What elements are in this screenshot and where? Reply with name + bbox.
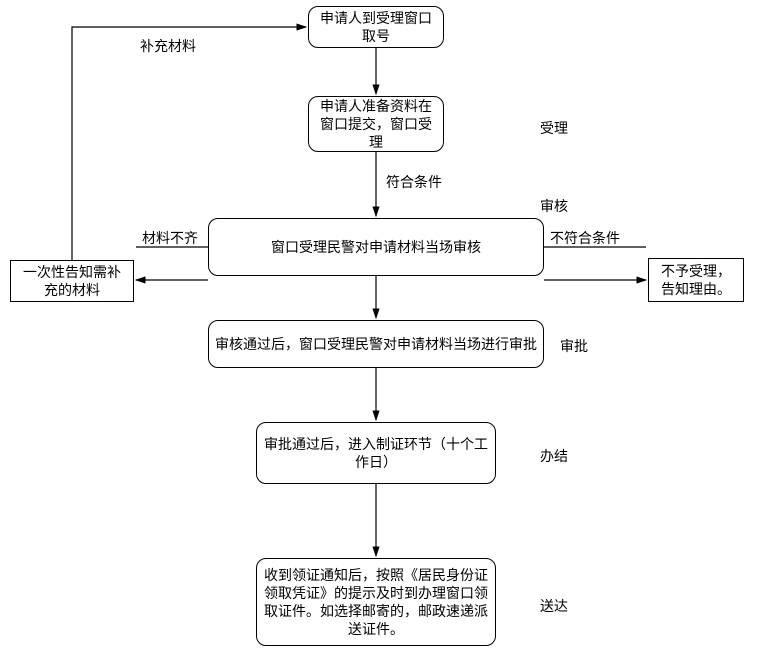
node-supplement-notice: 一次性告知需补充的材料 xyxy=(10,260,134,302)
node-take-number: 申请人到受理窗口取号 xyxy=(308,6,444,48)
node-text: 审批通过后，进入制证环节（十个工作日） xyxy=(263,435,489,471)
node-text: 收到领证通知后，按照《居民身份证领取凭证》的提示及时到办理窗口领取证件。如选择邮… xyxy=(263,566,489,639)
edge-label-incomplete: 材料不齐 xyxy=(142,228,198,248)
node-certificate: 审批通过后，进入制证环节（十个工作日） xyxy=(256,422,496,484)
node-text: 一次性告知需补充的材料 xyxy=(17,263,127,299)
flowchart-canvas: 申请人到受理窗口取号 申请人准备资料在窗口提交，窗口受理 窗口受理民警对申请材料… xyxy=(0,0,762,672)
stage-label-review: 审核 xyxy=(540,196,568,216)
node-text: 不予受理，告知理由。 xyxy=(655,262,737,298)
node-delivery: 收到领证通知后，按照《居民身份证领取凭证》的提示及时到办理窗口领取证件。如选择邮… xyxy=(256,558,496,646)
node-submit-materials: 申请人准备资料在窗口提交，窗口受理 xyxy=(308,96,444,152)
node-reject: 不予受理，告知理由。 xyxy=(648,258,744,302)
node-text: 申请人到受理窗口取号 xyxy=(315,9,437,45)
node-text: 申请人准备资料在窗口提交，窗口受理 xyxy=(315,97,437,152)
stage-label-accept: 受理 xyxy=(540,118,568,138)
node-text: 审核通过后，窗口受理民警对申请材料当场进行审批 xyxy=(215,335,537,353)
stage-label-delivery: 送达 xyxy=(540,596,568,616)
stage-label-complete: 办结 xyxy=(540,446,568,466)
stage-label-approval: 审批 xyxy=(560,336,588,356)
node-text: 窗口受理民警对申请材料当场审核 xyxy=(271,238,481,256)
node-approval: 审核通过后，窗口受理民警对申请材料当场进行审批 xyxy=(208,320,544,368)
node-review: 窗口受理民警对申请材料当场审核 xyxy=(208,218,544,276)
edge-label-supplement: 补充材料 xyxy=(140,36,196,56)
edge-label-not-meet: 不符合条件 xyxy=(550,228,620,248)
edge-label-meet-conditions: 符合条件 xyxy=(386,172,442,192)
